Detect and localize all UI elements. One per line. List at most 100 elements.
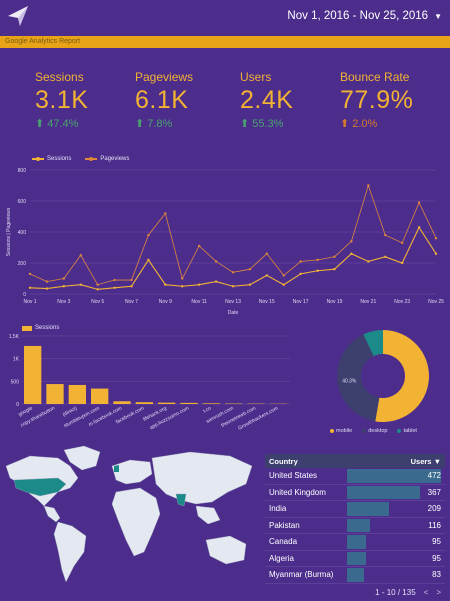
data-point-sessions — [418, 226, 420, 228]
data-point-sessions — [333, 268, 335, 270]
users-cell: 83 — [432, 570, 441, 579]
users-cell: 95 — [432, 537, 441, 546]
x-tick-label: Nov 23 — [394, 299, 410, 305]
date-range-selector[interactable]: Nov 1, 2016 - Nov 25, 2016 ▼ — [287, 10, 442, 22]
data-point-sessions — [266, 274, 268, 276]
data-point-pageviews — [316, 259, 318, 261]
kpi-label: Pageviews — [135, 70, 193, 84]
kpi-label: Users — [240, 70, 293, 84]
x-tick-label: Nov 11 — [191, 299, 207, 305]
data-point-sessions — [147, 259, 149, 261]
data-point-sessions — [164, 284, 166, 286]
data-point-sessions — [63, 285, 65, 287]
data-point-sessions — [46, 287, 48, 289]
data-point-sessions — [435, 253, 437, 255]
data-point-pageviews — [46, 280, 48, 282]
arrow-up-icon: ⬆ — [35, 117, 44, 130]
users-cell: 209 — [428, 504, 441, 513]
legend-swatch-sessions — [32, 158, 44, 160]
table-row[interactable]: Pakistan 116 — [265, 518, 445, 535]
data-point-sessions — [130, 285, 132, 287]
y-tick-label: 1K — [13, 357, 20, 363]
caret-down-icon: ▼ — [434, 12, 442, 21]
data-point-sessions — [198, 284, 200, 286]
kpi-bounce-rate: Bounce Rate 77.9% ⬆2.0% — [340, 70, 413, 130]
data-point-pageviews — [29, 273, 31, 275]
data-point-sessions — [384, 256, 386, 258]
country-cell: United States — [269, 471, 317, 480]
data-point-pageviews — [435, 237, 437, 239]
users-bar — [347, 568, 364, 582]
table-row[interactable]: United States 472 — [265, 468, 445, 485]
x-tick-label: Nov 9 — [159, 299, 172, 305]
map-region-africa — [112, 488, 160, 556]
country-table: Country Users ▼ United States 472 United K… — [265, 454, 445, 601]
x-tick-label: Nov 7 — [125, 299, 138, 305]
kpi-delta: ⬆7.8% — [135, 117, 193, 130]
bar — [113, 401, 130, 404]
country-cell: Pakistan — [269, 521, 300, 530]
x-tick-label: app.buzzsumo.com — [149, 405, 190, 431]
kpi-delta: ⬆47.4% — [35, 117, 88, 130]
legend-swatch-pageviews — [85, 158, 97, 160]
pagination-label: 1 - 10 / 135 — [375, 588, 415, 597]
data-point-sessions — [367, 260, 369, 262]
data-point-sessions — [299, 273, 301, 275]
kpi-value: 6.1K — [135, 86, 193, 115]
x-tick-label: Nov 19 — [327, 299, 343, 305]
users-bar — [347, 552, 366, 566]
data-point-sessions — [96, 288, 98, 290]
bar — [158, 403, 175, 404]
column-users[interactable]: Users ▼ — [411, 457, 441, 466]
users-cell: 472 — [428, 471, 441, 480]
data-point-pageviews — [350, 240, 352, 242]
bar — [69, 385, 86, 404]
map-highlight-united-states — [14, 478, 66, 496]
kpi-delta: ⬆2.0% — [340, 117, 413, 130]
data-point-sessions — [283, 284, 285, 286]
kpi-delta-value: 7.8% — [147, 118, 172, 130]
data-point-pageviews — [418, 201, 420, 203]
users-bar — [347, 535, 366, 549]
arrow-up-icon: ⬆ — [340, 117, 349, 130]
chevron-left-icon[interactable]: < — [424, 588, 429, 597]
data-point-pageviews — [181, 277, 183, 279]
sort-down-icon: ▼ — [434, 457, 441, 466]
bar — [91, 389, 108, 404]
y-tick-label: 0 — [16, 402, 19, 408]
users-cell: 116 — [428, 521, 441, 530]
users-cell: 95 — [432, 554, 441, 563]
bar — [24, 346, 41, 404]
map-region-southeast-asia — [196, 506, 220, 524]
x-tick-label: Nov 17 — [293, 299, 309, 305]
pie-legend-desktop: desktop — [362, 428, 387, 434]
column-country[interactable]: Country — [269, 457, 298, 466]
chevron-right-icon[interactable]: > — [436, 588, 441, 597]
bar-chart: 05001K1.5Kgooglecopy.sharebutton(direct)… — [0, 330, 300, 442]
map-highlight-india — [176, 494, 186, 506]
map-region-asia — [152, 452, 252, 504]
arrow-up-icon: ⬆ — [135, 117, 144, 130]
data-point-sessions — [401, 262, 403, 264]
kpi-sessions: Sessions 3.1K ⬆47.4% — [35, 70, 88, 130]
data-point-sessions — [181, 285, 183, 287]
y-tick-label: 800 — [18, 168, 27, 174]
pie-slice-mobile — [375, 330, 429, 422]
kpi-label: Bounce Rate — [340, 70, 413, 84]
table-pagination: 1 - 10 / 135 < > — [265, 584, 445, 601]
data-point-pageviews — [384, 234, 386, 236]
report-title: Google Analytics Report — [5, 38, 80, 45]
report-banner: Google Analytics Report — [0, 36, 450, 48]
x-tick-label: Nov 25 — [428, 299, 444, 305]
logo-icon — [6, 4, 30, 28]
y-tick-label: 500 — [11, 379, 20, 385]
table-row[interactable]: Myanmar (Burma)83 — [265, 567, 445, 584]
kpi-delta-value: 47.4% — [47, 118, 78, 130]
x-tick-label: Nov 21 — [360, 299, 376, 305]
x-axis-label: Date — [228, 310, 239, 316]
